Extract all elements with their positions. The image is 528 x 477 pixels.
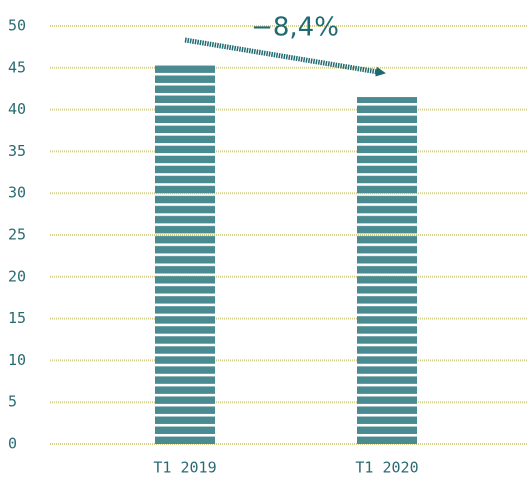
y-tick-label: 10 <box>8 351 26 369</box>
y-tick-label: 45 <box>8 58 26 76</box>
y-tick-label: 15 <box>8 309 26 327</box>
y-tick-label: 5 <box>8 393 17 411</box>
bar <box>357 97 417 444</box>
y-tick-label: 0 <box>8 435 17 453</box>
y-tick-label: 50 <box>8 17 26 35</box>
y-tick-label: 30 <box>8 184 26 202</box>
x-tick-label: T1 2019 <box>153 459 216 477</box>
change-annotation: −8,4% <box>251 13 339 43</box>
change-arrow <box>184 37 386 77</box>
x-tick-label: T1 2020 <box>355 459 418 477</box>
y-tick-label: 40 <box>8 100 26 118</box>
y-tick-label: 35 <box>8 142 26 160</box>
bar <box>155 65 215 445</box>
y-tick-label: 20 <box>8 267 26 285</box>
y-tick-label: 25 <box>8 226 26 244</box>
